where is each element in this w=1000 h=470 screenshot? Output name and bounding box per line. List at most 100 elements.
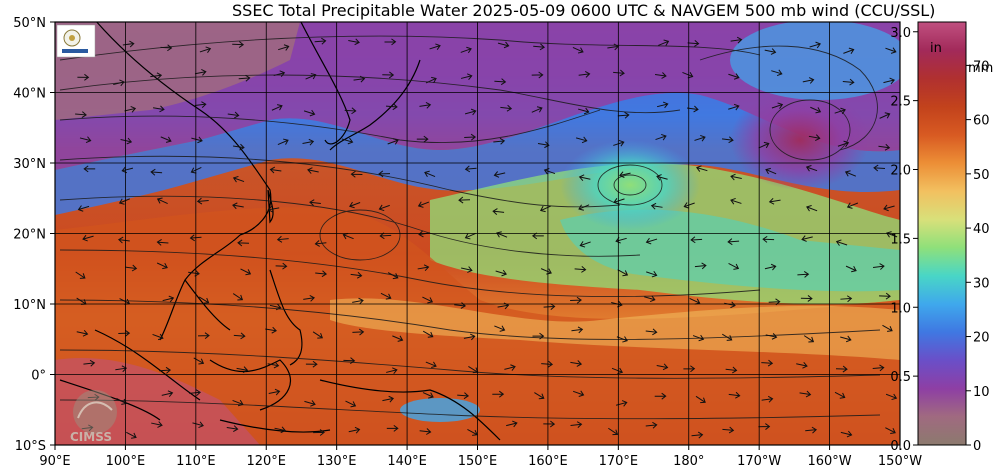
wind-arrow: [194, 101, 207, 109]
wind-arrow: [160, 136, 172, 143]
wind-arrow: [691, 431, 704, 439]
wind-arrow: [730, 36, 743, 44]
wind-arrow: [197, 332, 210, 340]
colorbar-mm-label: 60: [973, 114, 990, 129]
wind-arrow: [113, 79, 125, 87]
wind-arrow: [460, 46, 472, 54]
colorbar-inch-ticks: 3.0 2.5 2.0 1.5 1.0 0.5 0.0: [890, 26, 918, 454]
wind-arrow: [314, 240, 327, 247]
colorbar-inch-label: 3.0: [890, 26, 911, 41]
wind-arrow: [151, 421, 163, 428]
colorbar-inch-label: 2.0: [890, 164, 911, 179]
cimss-logo: CIMSS: [70, 390, 117, 444]
wind-streamlines: [59, 35, 881, 420]
wind-arrow: [124, 105, 137, 113]
wind-arrow: [570, 360, 583, 367]
wind-arrow: [799, 390, 812, 398]
wind-arrow: [425, 361, 437, 368]
wind-arrow: [156, 197, 168, 205]
wind-arrow: [352, 328, 365, 336]
wind-arrow: [843, 47, 855, 55]
wind-arrow: [350, 271, 363, 279]
colorbar-inch-unit: in: [930, 41, 942, 56]
wind-arrow: [873, 164, 886, 172]
wind-arrow: [161, 390, 174, 398]
wind-arrow: [277, 138, 289, 146]
wind-arrow: [805, 165, 818, 172]
wind-arrow: [683, 202, 695, 209]
wind-arrow: [727, 238, 740, 246]
wind-arrow: [578, 70, 591, 78]
wind-arrow: [380, 292, 392, 300]
wind-arrow: [422, 392, 434, 399]
wind-arrow: [615, 400, 628, 407]
wind-arrow: [275, 262, 288, 270]
longitude-labels: 90°E 100°E 110°E 120°E 130°E 140°E 150°E 160°E 1…: [39, 445, 922, 469]
wind-arrow: [802, 77, 815, 84]
wind-arrow: [309, 199, 321, 207]
wind-arrow: [126, 431, 137, 439]
wind-arrow: [464, 232, 476, 240]
latitude-labels: 50°N 40°N 30°N 20°N 10°N 0° 10°S: [13, 16, 55, 454]
wind-arrow: [378, 170, 391, 178]
wind-arrow: [608, 427, 619, 436]
wind-arrow: [878, 143, 891, 151]
wind-arrow: [541, 360, 554, 368]
wind-arrow: [417, 201, 430, 208]
wind-arrow: [574, 265, 587, 273]
wind-arrow: [83, 359, 96, 367]
wind-arrow: [419, 428, 432, 435]
lon-tick-label: 170°E: [599, 454, 639, 469]
wind-arrow: [835, 365, 848, 373]
wind-arrow: [690, 236, 703, 244]
colorbar-mm-label: 20: [973, 331, 990, 346]
lon-tick-label: 150°E: [458, 454, 498, 469]
wind-arrow: [805, 426, 818, 434]
wind-arrow: [728, 103, 740, 111]
wind-arrow: [803, 335, 815, 343]
wind-arrow: [885, 47, 897, 54]
wind-arrow: [571, 326, 584, 334]
coastlines: [59, 22, 501, 441]
wind-arrow: [307, 167, 319, 174]
wind-arrow: [384, 38, 397, 46]
wind-arrow: [771, 102, 784, 109]
wind-arrow: [492, 390, 505, 398]
wind-arrow: [496, 231, 508, 238]
wind-arrow: [460, 73, 473, 80]
wind-arrow: [352, 297, 364, 305]
wind-arrow: [122, 40, 135, 48]
wind-arrow: [422, 296, 434, 304]
wind-arrow: [533, 43, 546, 51]
wind-arrow: [382, 395, 395, 403]
wind-arrow: [159, 366, 172, 374]
wind-arrow: [385, 103, 398, 111]
wind-arrow: [417, 264, 430, 272]
wind-arrow: [656, 363, 669, 371]
colorbar-inch-label: 1.0: [890, 301, 911, 316]
wind-arrow: [762, 235, 775, 243]
lat-tick-label: 50°N: [13, 16, 46, 31]
map-title: SSEC Total Precipitable Water 2025-05-09…: [0, 0, 1000, 22]
wind-arrow: [879, 112, 891, 119]
wind-arrow: [613, 198, 625, 205]
wind-arrow: [656, 174, 668, 181]
wind-arrow: [344, 107, 357, 115]
cimss-logo-text: CIMSS: [70, 430, 112, 444]
wind-arrow: [768, 197, 781, 205]
wind-arrow: [534, 392, 545, 400]
lat-tick-label: 30°N: [13, 157, 46, 172]
wind-arrow: [687, 40, 700, 47]
wind-arrow: [83, 165, 96, 173]
wind-arrow: [834, 391, 846, 399]
wind-arrow: [268, 388, 281, 396]
wind-arrow: [116, 397, 127, 405]
wind-arrow: [577, 107, 590, 115]
wind-arrow: [842, 78, 855, 86]
wind-arrow: [387, 138, 399, 145]
wind-arrow: [761, 395, 774, 403]
wind-arrow: [809, 41, 822, 49]
lon-tick-label: 160°W: [807, 454, 851, 469]
wind-arrow: [728, 391, 741, 399]
